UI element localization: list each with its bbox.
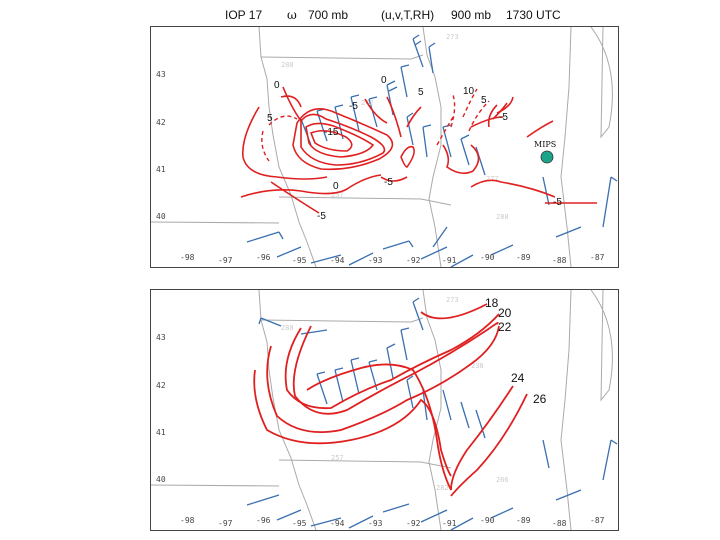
lon-label: -96 [256, 253, 271, 262]
wind-barbs [246, 34, 618, 267]
lon-label: -91 [442, 519, 457, 528]
lon-label: -98 [180, 516, 195, 525]
lat-label: 40 [156, 475, 166, 484]
contour-label: -15 [324, 127, 339, 138]
omega-symbol: ω [287, 8, 297, 22]
lon-label: -97 [218, 519, 233, 528]
svg-text:282: 282 [436, 484, 449, 492]
mips-label: MIPS [534, 140, 556, 149]
bottom-map-panel: 273 288 238 257 282 266 18 20 22 24 26 [150, 289, 619, 531]
contour-label: 5 [267, 113, 273, 124]
contour-label: 5 [418, 87, 424, 98]
top-map-svg: 273 288 242 257 277 288 [151, 27, 618, 267]
lon-label: -91 [442, 256, 457, 265]
svg-text:257: 257 [331, 454, 344, 462]
lat-label: 40 [156, 212, 166, 221]
lon-label: -97 [218, 256, 233, 265]
case-title: IOP 17 [225, 8, 263, 22]
lon-label: -89 [516, 516, 531, 525]
lon-label: -95 [292, 256, 307, 265]
contour-label: -5 [384, 177, 393, 188]
contour-label: 5 [481, 95, 487, 106]
svg-text:266: 266 [496, 476, 509, 484]
contour-labels: 0 5 -5 -15 0 5 10 5 -5 -5 0 -5 -5 [267, 75, 562, 222]
wind-barbs [246, 297, 618, 530]
svg-text:257: 257 [331, 191, 344, 199]
state-borders [151, 290, 613, 530]
level2-label: 900 mb [451, 8, 492, 22]
contour-label: 0 [381, 75, 387, 86]
lon-label: -93 [368, 256, 383, 265]
contour-label: -5 [553, 197, 562, 208]
contour-label: 10 [463, 86, 475, 97]
lon-label: -92 [406, 519, 421, 528]
lat-label: 43 [156, 333, 166, 342]
contour-label: -5 [349, 101, 358, 112]
omega-dashed-contours [261, 88, 490, 162]
header: IOP 17 ω 700 mb (u,v,T,RH) 900 mb 1730 U… [0, 8, 720, 26]
lon-label: -98 [180, 253, 195, 262]
svg-text:273: 273 [446, 33, 459, 41]
lon-label: -89 [516, 253, 531, 262]
contour-label: 0 [333, 181, 339, 192]
svg-text:288: 288 [281, 61, 294, 69]
lon-label: -87 [590, 253, 605, 262]
svg-text:288: 288 [496, 213, 509, 221]
lon-label: -94 [330, 519, 345, 528]
lon-label: -95 [292, 519, 307, 528]
top-map-panel: 273 288 242 257 277 288 [150, 26, 619, 268]
mips-station: MIPS [534, 140, 556, 164]
lon-label: -94 [330, 256, 345, 265]
time-label: 1730 UTC [506, 8, 561, 22]
temperature-contours [253, 303, 528, 497]
lat-label: 42 [156, 381, 166, 390]
contour-label: -5 [317, 211, 326, 222]
contour-label: 26 [533, 392, 547, 406]
contour-labels: 18 20 22 24 26 [485, 296, 547, 406]
level1-label: 700 mb [308, 8, 349, 22]
lat-label: 41 [156, 165, 166, 174]
lat-label: 41 [156, 428, 166, 437]
lat-label: 42 [156, 118, 166, 127]
bottom-map-svg: 273 288 238 257 282 266 18 20 22 24 26 [151, 290, 618, 530]
lat-label: 43 [156, 70, 166, 79]
svg-text:277: 277 [486, 175, 499, 183]
lon-label: -88 [552, 519, 567, 528]
lon-label: -90 [480, 516, 495, 525]
svg-text:273: 273 [446, 296, 459, 304]
state-borders [151, 27, 613, 267]
contour-label: -5 [499, 112, 508, 123]
lon-label: -90 [480, 253, 495, 262]
vars-label: (u,v,T,RH) [381, 8, 435, 22]
lon-label: -88 [552, 256, 567, 265]
contour-label: 18 [485, 296, 499, 310]
lon-label: -93 [368, 519, 383, 528]
lon-label: -92 [406, 256, 421, 265]
svg-text:238: 238 [471, 362, 484, 370]
contour-label: 0 [274, 80, 280, 91]
omega-contours [240, 86, 597, 214]
faint-station-data: 273 288 238 257 282 266 [281, 296, 509, 492]
mips-station-marker [540, 150, 554, 164]
contour-label: 24 [511, 371, 525, 385]
contour-label: 22 [498, 320, 512, 334]
contour-label: 20 [498, 306, 512, 320]
lon-label: -96 [256, 516, 271, 525]
lon-label: -87 [590, 516, 605, 525]
svg-text:288: 288 [281, 324, 294, 332]
